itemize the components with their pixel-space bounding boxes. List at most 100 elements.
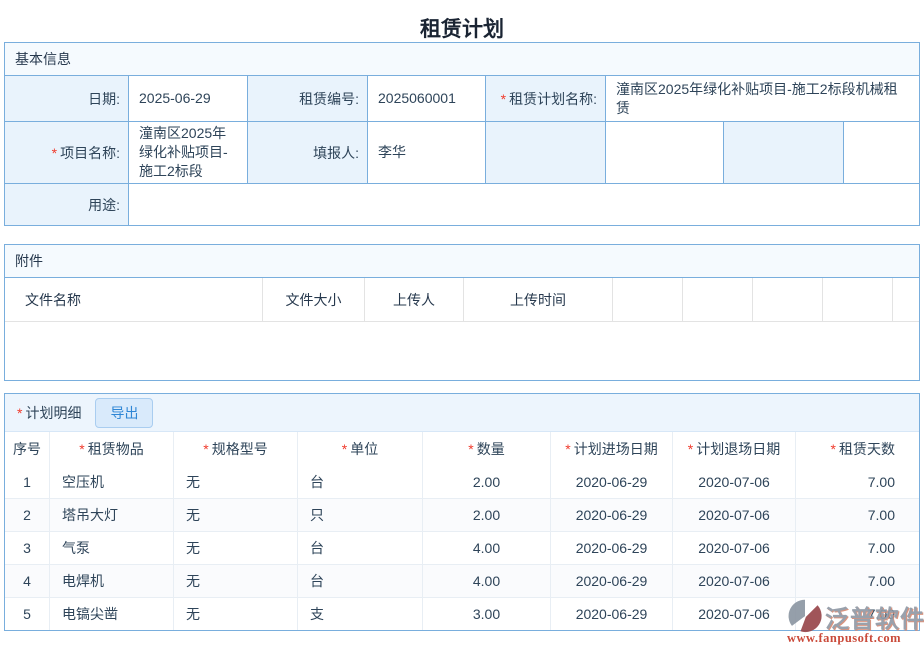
cell-spec: 无 xyxy=(173,465,297,498)
reporter-label: 填报人: xyxy=(247,122,367,183)
cell-exit_date: 2020-07-06 xyxy=(672,565,795,597)
plan-details-section-title: 计划明细 xyxy=(25,404,82,421)
cell-days: 7.00 xyxy=(795,532,919,564)
page-title: 租赁计划 xyxy=(420,18,504,41)
cell-unit: 台 xyxy=(297,465,422,498)
empty-label-cell xyxy=(723,122,843,183)
cell-item: 塔吊大灯 xyxy=(49,499,173,531)
required-marker: * xyxy=(17,404,23,421)
plan-name-value: 潼南区2025年绿化补贴项目-施工2标段机械租赁 xyxy=(605,76,919,121)
table-row: 2 塔吊大灯无只 2.00 2020-06-29 2020-07-06 7.00 xyxy=(5,498,919,531)
required-marker: * xyxy=(830,440,836,457)
attachments-column-header: 上传时间 xyxy=(464,278,613,321)
attachments-column-header: 上传人 xyxy=(365,278,464,321)
vendor-url-text: www.fanpusoft.com xyxy=(787,631,902,645)
cell-days: 7.00 xyxy=(795,598,919,630)
cell-item: 电镐尖凿 xyxy=(49,598,173,630)
attachments-empty-column xyxy=(823,278,893,321)
empty-value-cell xyxy=(605,122,723,183)
attachments-empty-body xyxy=(5,322,919,380)
date-value: 2025-06-29 xyxy=(128,76,247,121)
rental-no-label: 租赁编号: xyxy=(247,76,367,121)
plan-details-title-bar: * 计划明细 导出 xyxy=(5,394,919,432)
plan-details-column-header: * 规格型号 xyxy=(173,432,297,465)
plan-details-column-header: * 租赁物品 xyxy=(49,432,173,465)
plan-details-column-header: * 租赁天数 xyxy=(795,432,919,465)
required-marker: * xyxy=(203,440,209,457)
cell-unit: 台 xyxy=(297,565,422,597)
rental-no-value: 2025060001 xyxy=(367,76,485,121)
attachments-empty-column xyxy=(683,278,753,321)
cell-no: 4 xyxy=(23,573,31,589)
cell-item: 空压机 xyxy=(49,465,173,498)
table-row: 1 空压机无台 2.00 2020-06-29 2020-07-06 7.00 xyxy=(5,465,919,498)
cell-qty: 2.00 xyxy=(422,465,550,498)
cell-no: 1 xyxy=(23,473,31,490)
basic-info-row-1: 日期: 2025-06-29 租赁编号: 2025060001 * 租赁计划名称… xyxy=(5,76,919,121)
cell-no: 5 xyxy=(23,606,31,622)
plan-details-column-header: * 单位 xyxy=(297,432,422,465)
plan-details-column-header: 序号 xyxy=(13,440,41,457)
cell-enter_date: 2020-06-29 xyxy=(550,532,672,564)
plan-details-column-header: * 计划退场日期 xyxy=(672,432,795,465)
required-marker: * xyxy=(565,440,571,457)
empty-label-cell xyxy=(485,122,605,183)
required-marker: * xyxy=(79,440,85,457)
project-name-label: * 项目名称: xyxy=(5,122,128,183)
cell-qty: 3.00 xyxy=(422,598,550,630)
cell-qty: 4.00 xyxy=(422,565,550,597)
cell-qty: 2.00 xyxy=(422,499,550,531)
attachments-empty-column xyxy=(753,278,823,321)
cell-spec: 无 xyxy=(173,598,297,630)
cell-spec: 无 xyxy=(173,499,297,531)
reporter-value: 李华 xyxy=(367,122,485,183)
required-marker: * xyxy=(468,440,474,457)
cell-enter_date: 2020-06-29 xyxy=(550,499,672,531)
required-marker: * xyxy=(341,440,348,457)
cell-unit: 只 xyxy=(297,499,422,531)
plan-details-column-header: * 计划进场日期 xyxy=(550,432,672,465)
cell-enter_date: 2020-06-29 xyxy=(550,565,672,597)
attachments-header-row: 文件名称 文件大小 上传人 上传时间 xyxy=(5,278,919,322)
cell-item: 电焊机 xyxy=(49,565,173,597)
basic-info-section: 基本信息 日期: 2025-06-29 租赁编号: 2025060001 * 租… xyxy=(4,42,920,226)
attachments-empty-column xyxy=(613,278,683,321)
cell-qty: 4.00 xyxy=(422,532,550,564)
cell-no: 3 xyxy=(23,540,31,556)
cell-enter_date: 2020-06-29 xyxy=(550,465,672,498)
attachments-column-header: 文件大小 xyxy=(263,278,365,321)
empty-value-cell xyxy=(843,122,919,183)
table-row: 3 气泵无台 4.00 2020-06-29 2020-07-06 7.00 xyxy=(5,531,919,564)
attachments-empty-column xyxy=(893,278,919,321)
plan-details-section: * 计划明细 导出 序号 * 租赁物品 * 规格型号 * 单位 * 数量 * 计划进场日期 * 计划退场… xyxy=(4,393,920,631)
table-row: 4 电焊机无台 4.00 2020-06-29 2020-07-06 7.00 xyxy=(5,564,919,597)
export-button[interactable]: 导出 xyxy=(95,397,154,428)
project-name-value: 潼南区2025年绿化补贴项目-施工2标段 xyxy=(128,122,247,183)
cell-unit: 支 xyxy=(297,598,422,630)
plan-details-table-body: 1 空压机无台 2.00 2020-06-29 2020-07-06 7.00 2 塔吊大灯无… xyxy=(5,465,919,630)
cell-spec: 无 xyxy=(173,565,297,597)
cell-unit: 台 xyxy=(297,532,422,564)
plan-details-column-header: * 数量 xyxy=(422,432,550,465)
cell-enter_date: 2020-06-29 xyxy=(550,598,672,630)
basic-info-row-2: * 项目名称: 潼南区2025年绿化补贴项目-施工2标段 填报人: 李华 xyxy=(5,121,919,183)
cell-exit_date: 2020-07-06 xyxy=(672,532,795,564)
cell-exit_date: 2020-07-06 xyxy=(672,598,795,630)
required-marker: * xyxy=(687,440,694,457)
cell-no: 2 xyxy=(23,507,31,523)
cell-days: 7.00 xyxy=(795,565,919,597)
cell-days: 7.00 xyxy=(795,499,919,531)
basic-info-row-3: 用途: xyxy=(5,183,919,225)
purpose-value xyxy=(128,184,919,225)
cell-item: 气泵 xyxy=(49,532,173,564)
plan-name-label: * 租赁计划名称: xyxy=(485,76,605,121)
basic-info-section-title: 基本信息 xyxy=(5,43,919,76)
purpose-label: 用途: xyxy=(5,184,128,225)
table-row: 5 电镐尖凿无支 3.00 2020-06-29 2020-07-06 7.00 xyxy=(5,597,919,630)
required-marker: * xyxy=(51,144,58,161)
date-label: 日期: xyxy=(5,76,128,121)
attachments-section: 附件 文件名称 文件大小 上传人 上传时间 xyxy=(4,244,920,381)
cell-exit_date: 2020-07-06 xyxy=(672,465,795,498)
cell-days: 7.00 xyxy=(795,465,919,498)
